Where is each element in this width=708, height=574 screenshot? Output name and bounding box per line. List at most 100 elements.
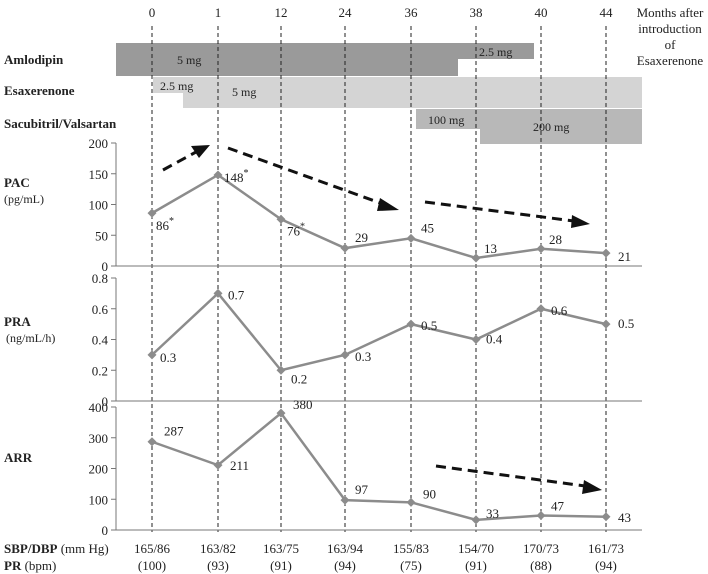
- data-point: [147, 208, 157, 218]
- y-tick-label: 300: [89, 431, 109, 446]
- arr-panel: 0 100 200 300 400 287 211 380 97 90 33 47 43: [89, 397, 642, 538]
- esaxerenone-label: Esaxerenone: [4, 83, 75, 98]
- month-label-1: 1: [215, 5, 222, 20]
- bp-value: 154/70: [458, 541, 494, 556]
- data-point: [406, 233, 416, 243]
- esaxerenone-bar-2-5mg: [153, 77, 183, 93]
- month-gridlines: [151, 26, 607, 532]
- bp-value: 163/82: [200, 541, 236, 556]
- data-label: 0.5: [618, 316, 634, 331]
- series-line: [151, 291, 607, 372]
- pr-label-unit: (bpm): [21, 558, 56, 573]
- y-tick-label: 0.2: [92, 363, 108, 378]
- data-point: [213, 170, 223, 180]
- sacubitril-dose-100mg: 100 mg: [428, 113, 464, 127]
- data-point: [213, 288, 223, 298]
- data-point: [276, 214, 286, 224]
- data-label: 0.3: [160, 350, 176, 365]
- pra-yunit: (ng/mL/h): [6, 331, 55, 345]
- amlodipin-dose-5mg: 5 mg: [177, 53, 201, 67]
- bp-value: 163/94: [327, 541, 364, 556]
- data-label: 0.4: [486, 332, 503, 347]
- trend-arrow-down-1: [227, 146, 384, 206]
- data-point: [601, 512, 611, 522]
- month-label-44: 44: [600, 5, 614, 20]
- data-label: 21: [618, 249, 631, 264]
- pra-panel: 0 0.2 0.4 0.6 0.8 0.3 0.7 0.2 0.3 0.5 0.4 0.6 0.5: [92, 271, 642, 409]
- amlodipin-bar-2-5mg: [458, 43, 534, 59]
- sbp-dbp-label-main: SBP/DBP: [4, 541, 58, 556]
- y-tick-label: 0.4: [92, 333, 109, 348]
- data-label: 76*: [287, 221, 305, 238]
- bp-value: 170/73: [523, 541, 559, 556]
- esaxerenone-dose-2-5mg: 2.5 mg: [160, 79, 193, 93]
- month-label-12: 12: [275, 5, 288, 20]
- data-label: 0.6: [551, 303, 568, 318]
- data-label: 0.2: [291, 371, 307, 386]
- series-line: [151, 173, 607, 260]
- series-line: [151, 411, 607, 522]
- months-caption-line-2: introduction: [638, 21, 702, 36]
- y-tick-label: 100: [89, 492, 109, 507]
- data-label: 29: [355, 230, 368, 245]
- data-point: [276, 408, 286, 418]
- data-point: [601, 248, 611, 258]
- data-label: 0.3: [355, 349, 371, 364]
- pac-ylabel: PAC: [4, 175, 30, 190]
- pac-yunit: (pg/mL): [4, 192, 44, 206]
- arr-ylabel: ARR: [4, 450, 33, 465]
- pr-label-main: PR: [4, 558, 22, 573]
- esaxerenone-dose-5mg: 5 mg: [232, 85, 256, 99]
- chart-panels: 05010015020086*148*76*294513282100.20.40…: [89, 136, 642, 538]
- months-caption-line-4: Esaxerenone: [637, 53, 704, 68]
- month-label-0: 0: [149, 5, 156, 20]
- data-point: [147, 437, 157, 447]
- bp-value: 155/83: [393, 541, 429, 556]
- significance-asterisk: *: [169, 216, 174, 227]
- y-tick-label: 200: [89, 462, 109, 477]
- pr-value: (91): [465, 558, 487, 573]
- data-label: 380: [293, 397, 313, 412]
- data-point: [536, 304, 546, 314]
- data-label: 13: [484, 241, 497, 256]
- y-tick-label: 0: [102, 523, 109, 538]
- y-tick-label: 50: [95, 228, 108, 243]
- pr-value: (91): [270, 558, 292, 573]
- sacubitril-label: Sacubitril/Valsartan: [4, 116, 117, 131]
- month-label-40: 40: [535, 5, 548, 20]
- data-point: [601, 319, 611, 329]
- data-point: [340, 243, 350, 253]
- data-point: [471, 335, 481, 344]
- pr-value: (94): [595, 558, 617, 573]
- y-tick-label: 0.8: [92, 271, 108, 286]
- trend-arrow-down-1-head: [377, 198, 399, 211]
- data-label: 0.5: [421, 318, 437, 333]
- trend-arrow-up-head: [191, 145, 210, 158]
- drug-bars: Amlodipin 5 mg 2.5 mg Esaxerenone 2.5 mg…: [4, 43, 642, 144]
- trend-arrows: [162, 145, 602, 494]
- y-tick-label: 0: [102, 259, 109, 274]
- y-tick-label: 100: [89, 198, 109, 213]
- trend-arrow-down-3-head: [582, 480, 602, 494]
- sacubitril-bar-100mg: [416, 109, 480, 129]
- bp-value: 165/86: [134, 541, 171, 556]
- data-point: [340, 495, 350, 505]
- data-label: 28: [549, 232, 562, 247]
- esaxerenone-bar-5mg: [183, 77, 642, 108]
- month-label-24: 24: [339, 5, 353, 20]
- pr-value: (100): [138, 558, 166, 573]
- data-label: 43: [618, 510, 631, 525]
- y-tick-label: 200: [89, 136, 109, 151]
- amlodipin-bar-5mg: [116, 43, 458, 76]
- data-point: [406, 319, 416, 329]
- months-caption: Months after introduction of Esaxerenone: [637, 5, 704, 68]
- pr-label: PR (bpm): [4, 558, 56, 573]
- data-point: [471, 253, 481, 263]
- data-point: [536, 244, 546, 254]
- data-point: [471, 515, 481, 525]
- trend-arrow-up: [162, 150, 197, 172]
- data-point: [147, 350, 157, 360]
- bp-value: 163/75: [263, 541, 299, 556]
- y-tick-label: 150: [89, 167, 109, 182]
